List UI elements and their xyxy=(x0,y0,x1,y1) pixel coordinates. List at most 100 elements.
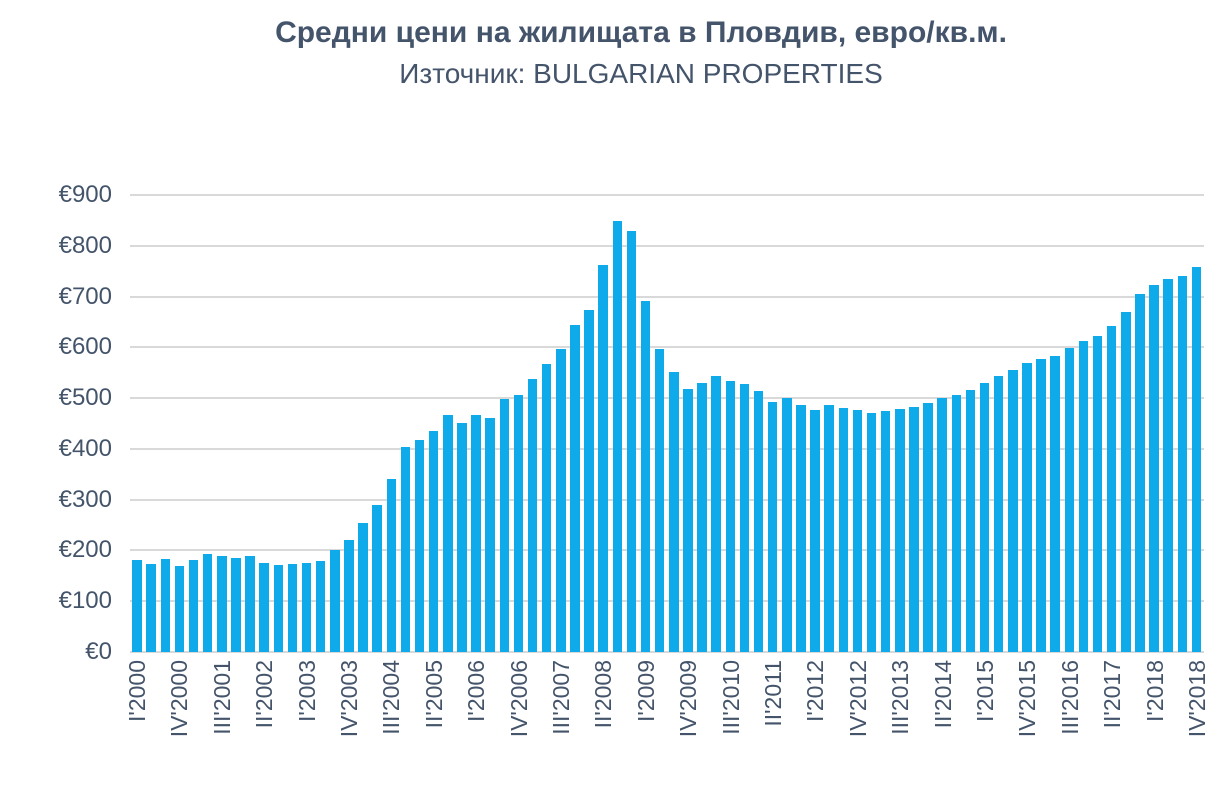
x-tick-label: I'2015 xyxy=(971,660,998,722)
plot-area: I'2000 IV'2000 III'2001 II'2002 I'2003 IV'200… xyxy=(124,194,1210,737)
y-tick-label: €700 xyxy=(58,282,112,310)
bar-slot xyxy=(808,195,822,652)
x-tick-label: I'2012 xyxy=(802,660,829,722)
bar xyxy=(330,550,340,652)
bar xyxy=(598,264,608,652)
bar xyxy=(1036,359,1046,652)
bar-slot xyxy=(836,195,850,652)
bar-slot xyxy=(596,195,610,652)
bar-slot xyxy=(455,195,469,652)
x-tick-label: III'2013 xyxy=(887,660,914,735)
bar-slot xyxy=(752,195,766,652)
bar xyxy=(866,412,877,652)
bar-slot xyxy=(639,195,653,652)
bar xyxy=(457,422,467,652)
bar-slot xyxy=(1133,195,1147,652)
bar xyxy=(146,563,156,652)
x-tick-label: IV'2000 xyxy=(166,660,193,738)
x-tick-label: II'2005 xyxy=(420,660,447,729)
bar-slot xyxy=(300,195,314,652)
bar-slot xyxy=(130,195,144,652)
bar-slot xyxy=(1119,195,1133,652)
x-tick-label: I'2009 xyxy=(632,660,659,722)
bar-slot xyxy=(723,195,737,652)
bar xyxy=(725,381,736,652)
bar-slot xyxy=(398,195,412,652)
bar-slot xyxy=(427,195,441,652)
bar-slot xyxy=(229,195,243,652)
x-tick-label: II'2002 xyxy=(251,660,278,729)
gridline xyxy=(130,397,1204,400)
bar xyxy=(937,398,947,652)
gridline xyxy=(130,447,1204,450)
bar xyxy=(527,379,538,652)
bar-slot xyxy=(384,195,398,652)
bar-slot xyxy=(992,195,1006,652)
bar-slot xyxy=(158,195,172,652)
bar-slot xyxy=(511,195,525,652)
bar-slot xyxy=(582,195,596,652)
x-tick-label: IV'2012 xyxy=(844,660,871,738)
x-tick-label: II'2014 xyxy=(929,660,956,729)
bar-slot xyxy=(144,195,158,652)
bar-slot xyxy=(1076,195,1090,652)
bar xyxy=(273,564,284,652)
bar xyxy=(132,560,142,652)
bar xyxy=(782,397,792,652)
x-tick-label: II'2017 xyxy=(1099,660,1126,729)
bar xyxy=(640,300,651,652)
bar xyxy=(513,394,524,652)
y-tick-label: €0 xyxy=(85,638,112,665)
bar xyxy=(1078,341,1089,652)
bar-slot xyxy=(879,195,893,652)
bar xyxy=(245,556,255,652)
gridline xyxy=(130,651,1204,653)
chart-subtitle: Източник: BULGARIAN PROPERTIES xyxy=(399,58,883,89)
bar xyxy=(1008,369,1018,652)
bar-slot xyxy=(1189,195,1203,652)
bar xyxy=(669,372,679,652)
bar xyxy=(174,566,185,652)
gridline xyxy=(130,295,1204,298)
bar-slot xyxy=(1034,195,1048,652)
x-tick-label: III'2010 xyxy=(717,660,744,735)
gridline xyxy=(130,549,1204,552)
bar xyxy=(541,363,552,652)
bar-slot xyxy=(822,195,836,652)
bar-slot xyxy=(695,195,709,652)
bar xyxy=(344,539,354,652)
gridline xyxy=(130,600,1204,603)
bar xyxy=(654,349,665,652)
bar-slot xyxy=(978,195,992,652)
bar xyxy=(1135,294,1145,652)
bar-slot xyxy=(1020,195,1034,652)
bar-slot xyxy=(497,195,511,652)
bar-slot xyxy=(328,195,342,652)
bar-slot xyxy=(737,195,751,652)
bar xyxy=(570,324,580,652)
bar xyxy=(909,406,919,652)
bar xyxy=(301,562,312,652)
bar xyxy=(315,561,326,652)
bar-slot xyxy=(1147,195,1161,652)
bar xyxy=(584,309,594,652)
bar-slot xyxy=(780,195,794,652)
x-tick-label: I'2003 xyxy=(293,660,320,722)
bar-slot xyxy=(935,195,949,652)
bar-slot xyxy=(667,195,681,652)
bar xyxy=(428,430,439,652)
bar-slot xyxy=(172,195,186,652)
bar xyxy=(697,382,707,652)
x-tick-label: IV'2006 xyxy=(505,660,532,738)
bar xyxy=(951,394,962,652)
bar-slot xyxy=(285,195,299,652)
gridline xyxy=(130,346,1204,349)
x-tick-label: III'2004 xyxy=(378,660,405,735)
bar-slot xyxy=(794,195,808,652)
bar xyxy=(810,410,820,652)
bar xyxy=(1191,266,1202,652)
bar xyxy=(895,409,905,652)
bar xyxy=(796,405,806,652)
x-tick-label: I'2006 xyxy=(463,660,490,722)
bar xyxy=(358,523,368,652)
